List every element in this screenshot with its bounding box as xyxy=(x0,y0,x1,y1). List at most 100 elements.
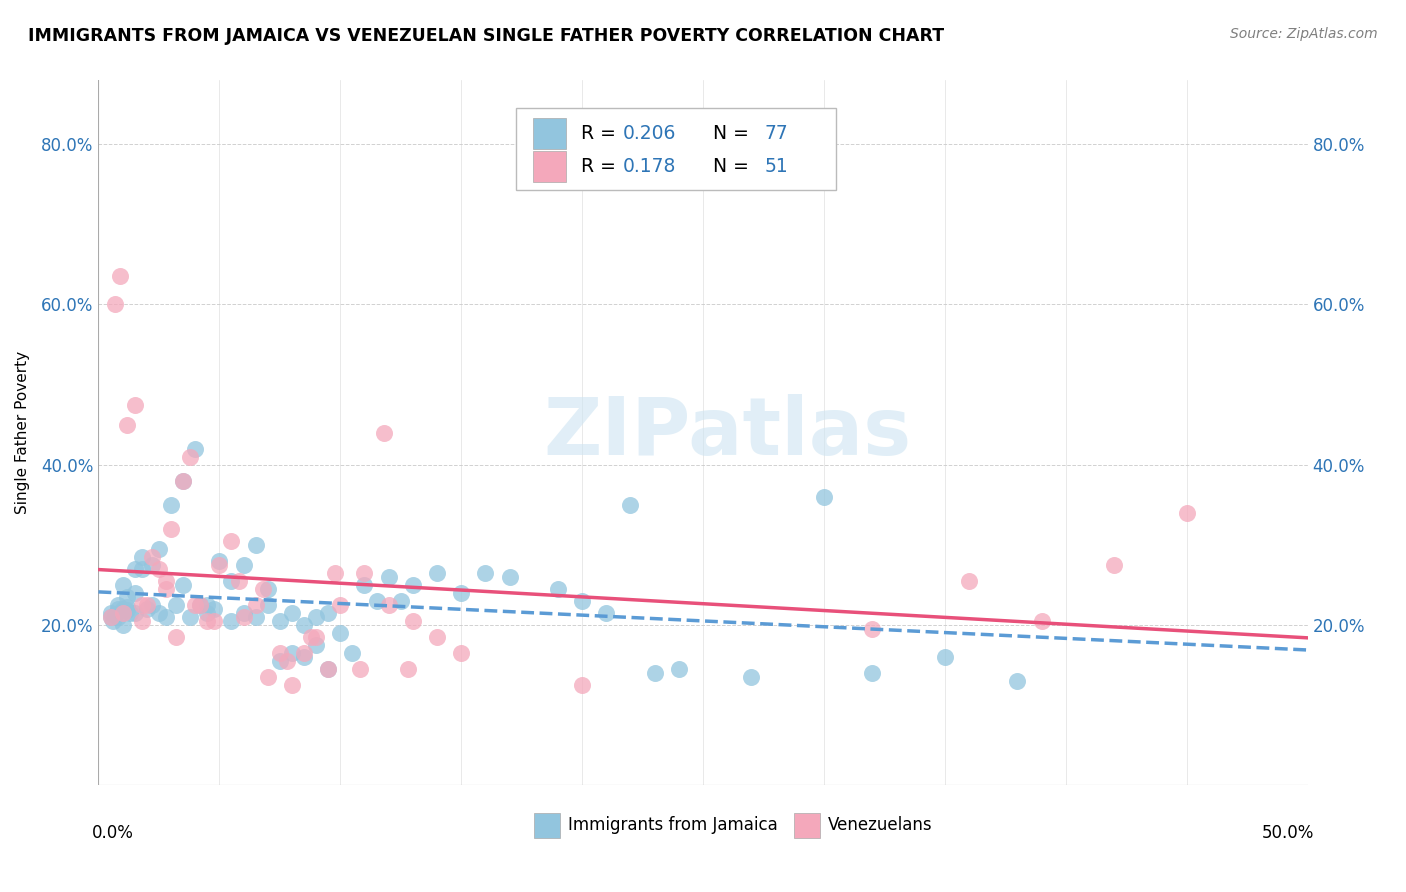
Point xyxy=(366,594,388,608)
Point xyxy=(232,609,254,624)
Point xyxy=(148,606,170,620)
Point xyxy=(342,646,364,660)
Point xyxy=(131,598,153,612)
Text: IMMIGRANTS FROM JAMAICA VS VENEZUELAN SINGLE FATHER POVERTY CORRELATION CHART: IMMIGRANTS FROM JAMAICA VS VENEZUELAN SI… xyxy=(28,27,945,45)
Point xyxy=(208,558,231,572)
Point xyxy=(204,601,226,615)
Point xyxy=(450,646,472,660)
Point xyxy=(256,670,278,684)
Text: 51: 51 xyxy=(765,157,789,176)
Point xyxy=(184,442,207,456)
Point xyxy=(160,498,183,512)
Point xyxy=(117,590,139,604)
Point xyxy=(245,538,267,552)
Point xyxy=(269,614,291,628)
Point xyxy=(108,269,131,284)
Bar xyxy=(793,814,820,838)
Text: Immigrants from Jamaica: Immigrants from Jamaica xyxy=(568,816,778,834)
Point xyxy=(165,630,187,644)
Point xyxy=(353,578,375,592)
Point xyxy=(389,594,412,608)
Point xyxy=(329,598,352,612)
Point xyxy=(107,609,129,624)
Point xyxy=(426,630,449,644)
Point xyxy=(329,625,352,640)
Point xyxy=(256,582,278,596)
Text: 50.0%: 50.0% xyxy=(1261,823,1313,842)
Point xyxy=(124,606,146,620)
Point xyxy=(305,609,328,624)
Point xyxy=(281,646,304,660)
Point xyxy=(117,417,139,432)
Point xyxy=(299,630,322,644)
Point xyxy=(221,533,243,548)
Point xyxy=(117,603,139,617)
Point xyxy=(100,609,122,624)
Point xyxy=(1031,614,1053,628)
Y-axis label: Single Father Poverty: Single Father Poverty xyxy=(15,351,30,514)
Point xyxy=(100,609,122,624)
Point xyxy=(619,498,641,512)
Point xyxy=(269,646,291,660)
Point xyxy=(124,562,146,576)
Point xyxy=(107,598,129,612)
Point xyxy=(179,609,201,624)
Point xyxy=(160,522,183,536)
Point xyxy=(165,598,187,612)
Point xyxy=(498,570,520,584)
Point xyxy=(1102,558,1125,572)
Point xyxy=(135,598,157,612)
Point xyxy=(276,654,298,668)
Point xyxy=(124,398,146,412)
Bar xyxy=(534,814,561,838)
Point xyxy=(325,566,347,580)
FancyBboxPatch shape xyxy=(516,109,837,189)
Point xyxy=(377,570,399,584)
Point xyxy=(188,598,211,612)
Point xyxy=(450,586,472,600)
Point xyxy=(141,598,163,612)
Point xyxy=(316,662,339,676)
Point xyxy=(148,541,170,556)
Point xyxy=(1007,673,1029,688)
Point xyxy=(349,662,371,676)
Point xyxy=(111,606,134,620)
Point xyxy=(155,582,177,596)
Text: 0.206: 0.206 xyxy=(623,124,676,143)
Point xyxy=(179,450,201,464)
Point xyxy=(377,598,399,612)
Point xyxy=(118,606,141,620)
Point xyxy=(245,598,267,612)
Point xyxy=(131,562,153,576)
Point xyxy=(188,598,211,612)
Point xyxy=(155,574,177,588)
Point xyxy=(373,425,395,440)
Point xyxy=(269,654,291,668)
Point xyxy=(232,606,254,620)
Point xyxy=(668,662,690,676)
Point xyxy=(111,601,134,615)
Text: R =: R = xyxy=(581,124,621,143)
Text: N =: N = xyxy=(700,124,755,143)
Point xyxy=(195,606,218,620)
Point xyxy=(595,606,617,620)
Point xyxy=(256,598,278,612)
Point xyxy=(426,566,449,580)
Point xyxy=(221,614,243,628)
Point xyxy=(232,558,254,572)
Point xyxy=(252,582,274,596)
Point xyxy=(135,601,157,615)
Text: 0.0%: 0.0% xyxy=(93,823,134,842)
Point xyxy=(934,649,956,664)
Point xyxy=(860,622,883,636)
Point xyxy=(316,662,339,676)
Point xyxy=(281,606,304,620)
Point xyxy=(204,614,226,628)
Point xyxy=(353,566,375,580)
Point xyxy=(245,609,267,624)
Point xyxy=(402,614,425,628)
Point xyxy=(474,566,496,580)
Point xyxy=(228,574,250,588)
Text: R =: R = xyxy=(581,157,621,176)
Point xyxy=(131,549,153,564)
